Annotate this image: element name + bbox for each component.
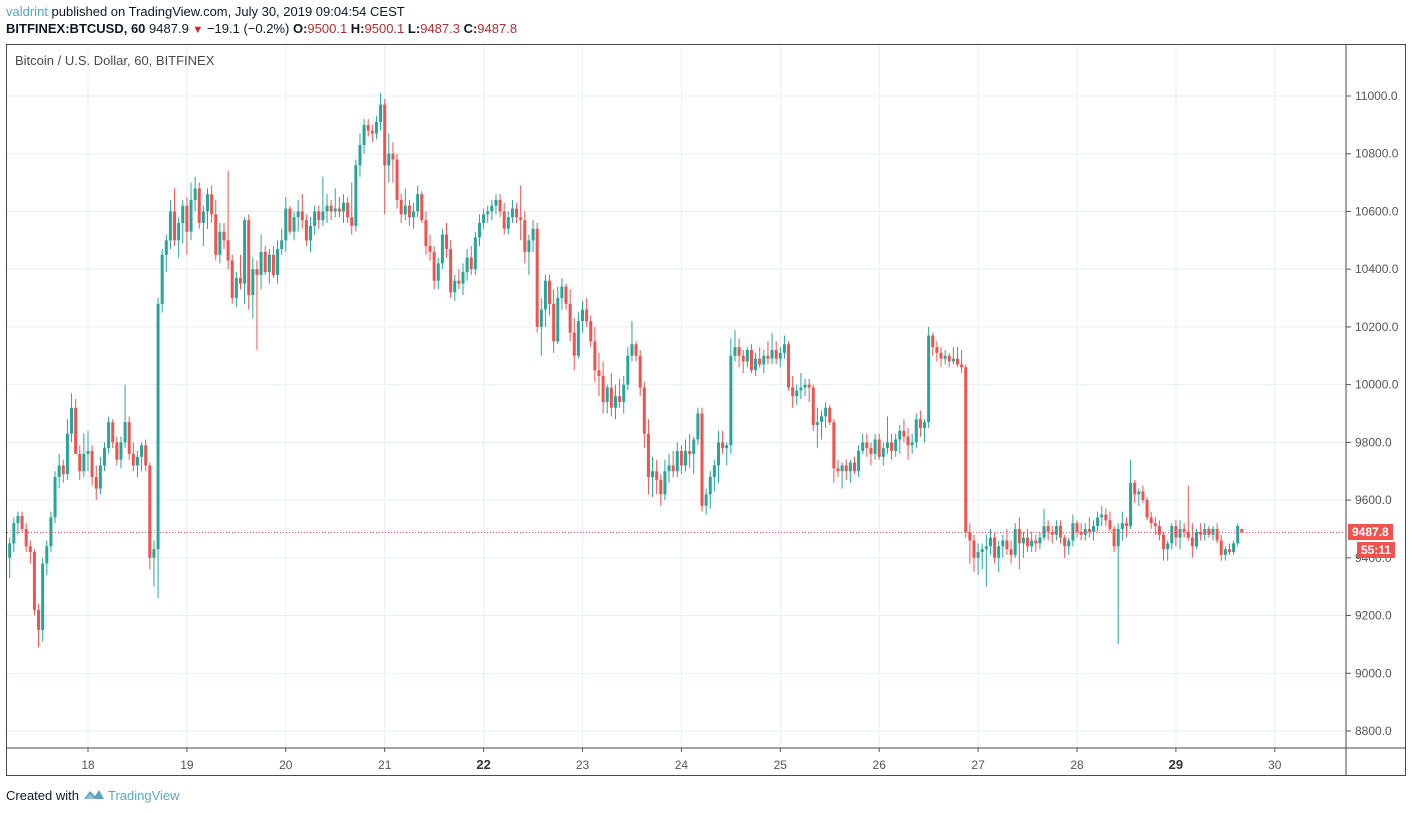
x-tick-label: 28 (1070, 758, 1084, 772)
publish-info: valdrint published on TradingView.com, J… (6, 4, 405, 20)
x-tick-label: 25 (774, 758, 788, 772)
tradingview-logo-icon[interactable] (83, 787, 105, 804)
x-tick-label: 24 (675, 758, 689, 772)
close-label: C: (463, 21, 478, 36)
last-price-tag: 9487.8 (1348, 524, 1393, 541)
y-tick-label: 10000.0 (1355, 378, 1399, 392)
x-tick-label: 20 (279, 758, 293, 772)
author-link[interactable]: valdrint (6, 4, 48, 19)
tradingview-link[interactable]: TradingView (107, 788, 180, 803)
price-change: −19.1 (−0.2%) (206, 21, 290, 36)
x-tick-label: 22 (476, 757, 490, 772)
candles (8, 93, 1244, 648)
open-label: O: (292, 21, 308, 36)
y-tick-label: 10800.0 (1355, 147, 1399, 161)
low-value: 9487.3 (420, 21, 460, 36)
publish-text: published on TradingView.com, July 30, 2… (47, 4, 405, 19)
chart-frame (6, 44, 1406, 776)
chart-title: Bitcoin / U.S. Dollar, 60, BITFINEX (15, 53, 215, 68)
y-tick-label: 10400.0 (1355, 262, 1399, 276)
x-tick-label: 18 (81, 758, 95, 772)
y-tick-label: 9600.0 (1355, 493, 1392, 507)
ohlc-legend: BITFINEX:BTCUSD, 60 9487.9 ▼ −19.1 (−0.2… (6, 21, 517, 38)
x-tick-label: 21 (378, 758, 392, 772)
x-tick-label: 23 (576, 758, 590, 772)
x-tick-label: 27 (971, 758, 985, 772)
symbol-label: BITFINEX:BTCUSD, 60 (6, 21, 146, 36)
x-tick-label: 19 (180, 758, 194, 772)
y-tick-label: 10200.0 (1355, 320, 1399, 334)
y-tick-label: 9000.0 (1355, 666, 1392, 680)
high-value: 9500.1 (364, 21, 405, 36)
created-with-text: Created with (6, 788, 79, 803)
low-label: L: (407, 21, 421, 36)
y-tick-label: 9800.0 (1355, 435, 1392, 449)
countdown-tag: 55:11 (1357, 542, 1396, 559)
x-tick-label: 29 (1169, 757, 1183, 772)
y-tick-label: 9200.0 (1355, 609, 1392, 623)
y-tick-label: 8800.0 (1355, 724, 1392, 738)
footer: Created with TradingView (6, 787, 180, 804)
x-tick-label: 30 (1268, 758, 1282, 772)
x-tick-label: 26 (873, 758, 887, 772)
close-value: 9487.8 (477, 21, 518, 36)
last-price: 9487.9 (149, 21, 189, 36)
high-label: H: (350, 21, 365, 36)
open-value: 9500.1 (307, 21, 348, 36)
y-tick-label: 10600.0 (1355, 204, 1399, 218)
down-arrow-icon: ▼ (192, 24, 204, 36)
y-tick-label: 11000.0 (1355, 89, 1398, 103)
